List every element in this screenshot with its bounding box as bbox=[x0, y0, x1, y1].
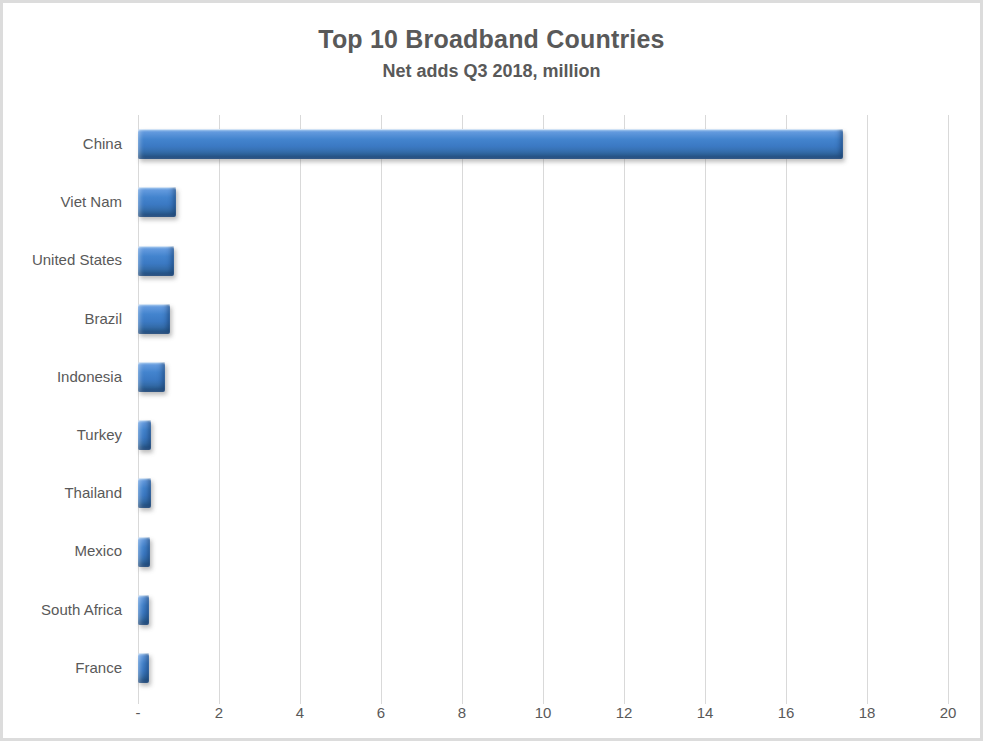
x-tick-label: 18 bbox=[837, 704, 897, 721]
value-axis-labels: - 2 4 6 8 10 12 14 16 18 20 bbox=[3, 704, 980, 726]
chart-title: Top 10 Broadband Countries bbox=[3, 25, 980, 54]
category-label: Brazil bbox=[3, 290, 130, 348]
bar-viet-nam bbox=[138, 187, 176, 217]
gridline bbox=[786, 115, 787, 704]
plot-area bbox=[138, 115, 948, 697]
gridline bbox=[543, 115, 544, 704]
gridline bbox=[300, 115, 301, 704]
chart-subtitle: Net adds Q3 2018, million bbox=[3, 61, 980, 82]
bar-mexico bbox=[138, 537, 150, 567]
bar-united-states bbox=[138, 246, 174, 276]
bar-south-africa bbox=[138, 595, 149, 625]
bar-china bbox=[138, 129, 843, 159]
bar-france bbox=[138, 653, 149, 683]
x-tick-label: 6 bbox=[351, 704, 411, 721]
x-tick-label: - bbox=[108, 704, 168, 721]
gridline bbox=[462, 115, 463, 704]
category-label: South Africa bbox=[3, 581, 130, 639]
category-label: Indonesia bbox=[3, 348, 130, 406]
bar-turkey bbox=[138, 420, 151, 450]
bar-thailand bbox=[138, 478, 151, 508]
category-label: Mexico bbox=[3, 522, 130, 580]
category-label: Turkey bbox=[3, 406, 130, 464]
gridline bbox=[867, 115, 868, 704]
x-tick-label: 20 bbox=[918, 704, 978, 721]
x-tick-label: 2 bbox=[189, 704, 249, 721]
x-tick-label: 10 bbox=[513, 704, 573, 721]
chart-canvas: Top 10 Broadband Countries Net adds Q3 2… bbox=[0, 0, 983, 741]
x-tick-label: 14 bbox=[675, 704, 735, 721]
bar-brazil bbox=[138, 304, 170, 334]
gridline bbox=[624, 115, 625, 704]
x-tick-label: 4 bbox=[270, 704, 330, 721]
category-label: France bbox=[3, 639, 130, 697]
category-axis-labels: ChinaViet NamUnited StatesBrazilIndonesi… bbox=[3, 115, 130, 697]
gridline bbox=[381, 115, 382, 704]
category-label: Viet Nam bbox=[3, 173, 130, 231]
category-label: Thailand bbox=[3, 464, 130, 522]
bar-indonesia bbox=[138, 362, 165, 392]
category-label: China bbox=[3, 115, 130, 173]
gridline bbox=[948, 115, 949, 704]
gridline bbox=[219, 115, 220, 704]
gridline bbox=[705, 115, 706, 704]
x-tick-label: 16 bbox=[756, 704, 816, 721]
x-tick-label: 12 bbox=[594, 704, 654, 721]
x-tick-label: 8 bbox=[432, 704, 492, 721]
category-label: United States bbox=[3, 231, 130, 289]
